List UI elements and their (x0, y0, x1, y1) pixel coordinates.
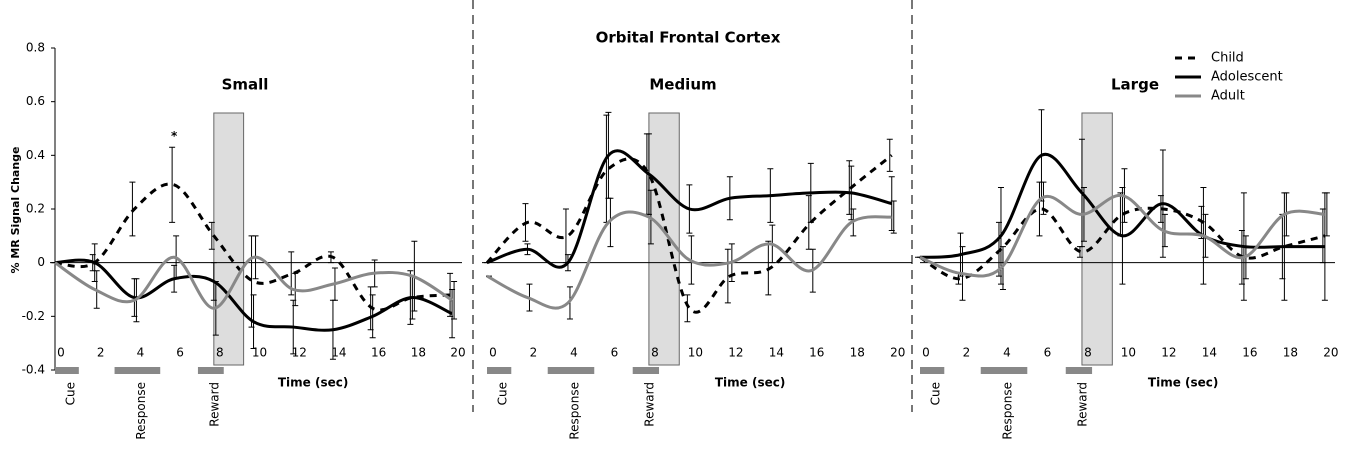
error-bar (684, 294, 691, 323)
event-label: Reward (1075, 382, 1089, 427)
event-bar (547, 367, 595, 374)
y-tick-label: 0.6 (26, 94, 45, 108)
x-tick-label: 6 (611, 346, 619, 360)
error-bar (169, 146, 176, 223)
highlight-region (1081, 112, 1113, 366)
legend-label: Adult (1211, 89, 1245, 104)
y-tick-label: 0 (37, 255, 45, 269)
y-tick-label: -0.4 (22, 363, 45, 377)
annotation: * (171, 129, 178, 143)
event-bar (114, 367, 161, 374)
x-tick-label: 20 (1323, 346, 1338, 360)
series-line (485, 154, 893, 314)
panel-label: Medium (649, 76, 716, 94)
x-tick-label: 18 (1283, 346, 1298, 360)
x-tick-label: 16 (809, 346, 824, 360)
error-bar (208, 221, 215, 250)
event-bar (55, 367, 79, 374)
event-label: Reward (207, 382, 221, 427)
x-tick-label: 20 (450, 346, 465, 360)
error-bar (724, 248, 731, 304)
series-line (919, 152, 1325, 259)
event-bar (980, 367, 1028, 374)
x-tick-label: 12 (728, 346, 743, 360)
x-tick-label: 12 (292, 346, 307, 360)
x-tick-label: 14 (331, 346, 346, 360)
y-tick-label: 0.2 (26, 202, 45, 216)
x-tick-label: 18 (411, 346, 426, 360)
y-tick-label: -0.2 (22, 309, 45, 323)
x-tick-label: 14 (1202, 346, 1217, 360)
event-label: Cue (496, 382, 510, 405)
x-tick-label: 2 (963, 346, 971, 360)
event-bar (632, 367, 660, 374)
legend-label: Child (1211, 51, 1244, 66)
x-tick-label: 18 (850, 346, 865, 360)
highlight-region (213, 112, 245, 366)
x-tick-label: 8 (651, 346, 659, 360)
event-label: Response (567, 382, 581, 440)
x-tick-label: 2 (530, 346, 538, 360)
event-bar (1065, 367, 1093, 374)
x-tick-label: 10 (1121, 346, 1136, 360)
highlight-region (648, 112, 680, 366)
x-tick-label: 0 (57, 346, 65, 360)
series-line (486, 210, 892, 310)
event-bar (197, 367, 224, 374)
x-tick-label: 6 (1044, 346, 1052, 360)
event-label: Cue (63, 382, 77, 405)
x-tick-label: 16 (371, 346, 386, 360)
series-line (54, 182, 453, 312)
series-line (486, 149, 893, 269)
event-label: Response (134, 382, 148, 440)
error-bar (886, 138, 893, 172)
x-tick-label: 8 (216, 346, 224, 360)
event-label: Cue (929, 382, 943, 405)
y-tick-label: 0.8 (26, 41, 45, 55)
x-tick-label: 2 (97, 346, 105, 360)
event-label: Response (1001, 382, 1015, 440)
x-axis-label: Time (sec) (1148, 376, 1218, 390)
event-label: Reward (642, 382, 656, 427)
x-tick-label: 10 (252, 346, 267, 360)
error-bar (451, 280, 458, 320)
x-tick-label: 4 (1003, 346, 1011, 360)
series-line (54, 255, 453, 310)
event-bar (487, 367, 512, 374)
series-line (919, 206, 1326, 281)
event-bar (920, 367, 945, 374)
x-tick-label: 10 (688, 346, 703, 360)
x-tick-label: 4 (137, 346, 145, 360)
x-tick-label: 4 (570, 346, 578, 360)
x-tick-label: 8 (1084, 346, 1092, 360)
panel-label: Large (1111, 76, 1159, 94)
x-axis-label: Time (sec) (278, 376, 348, 390)
x-tick-label: 0 (922, 346, 930, 360)
x-tick-label: 6 (176, 346, 184, 360)
x-tick-label: 0 (489, 346, 497, 360)
x-tick-label: 12 (1161, 346, 1176, 360)
error-bar (1323, 192, 1330, 237)
y-axis-label: % MR Signal Change (9, 146, 22, 273)
y-tick-label: 0.4 (26, 148, 45, 162)
x-tick-label: 20 (890, 346, 905, 360)
panel-label: Small (222, 76, 269, 94)
series-line (54, 258, 453, 332)
x-tick-label: 16 (1242, 346, 1257, 360)
series-line (919, 194, 1326, 278)
legend-label: Adolescent (1211, 70, 1283, 85)
figure-title: Orbital Frontal Cortex (596, 29, 781, 47)
x-tick-label: 14 (769, 346, 784, 360)
x-axis-label: Time (sec) (715, 376, 785, 390)
error-bar (890, 200, 897, 234)
